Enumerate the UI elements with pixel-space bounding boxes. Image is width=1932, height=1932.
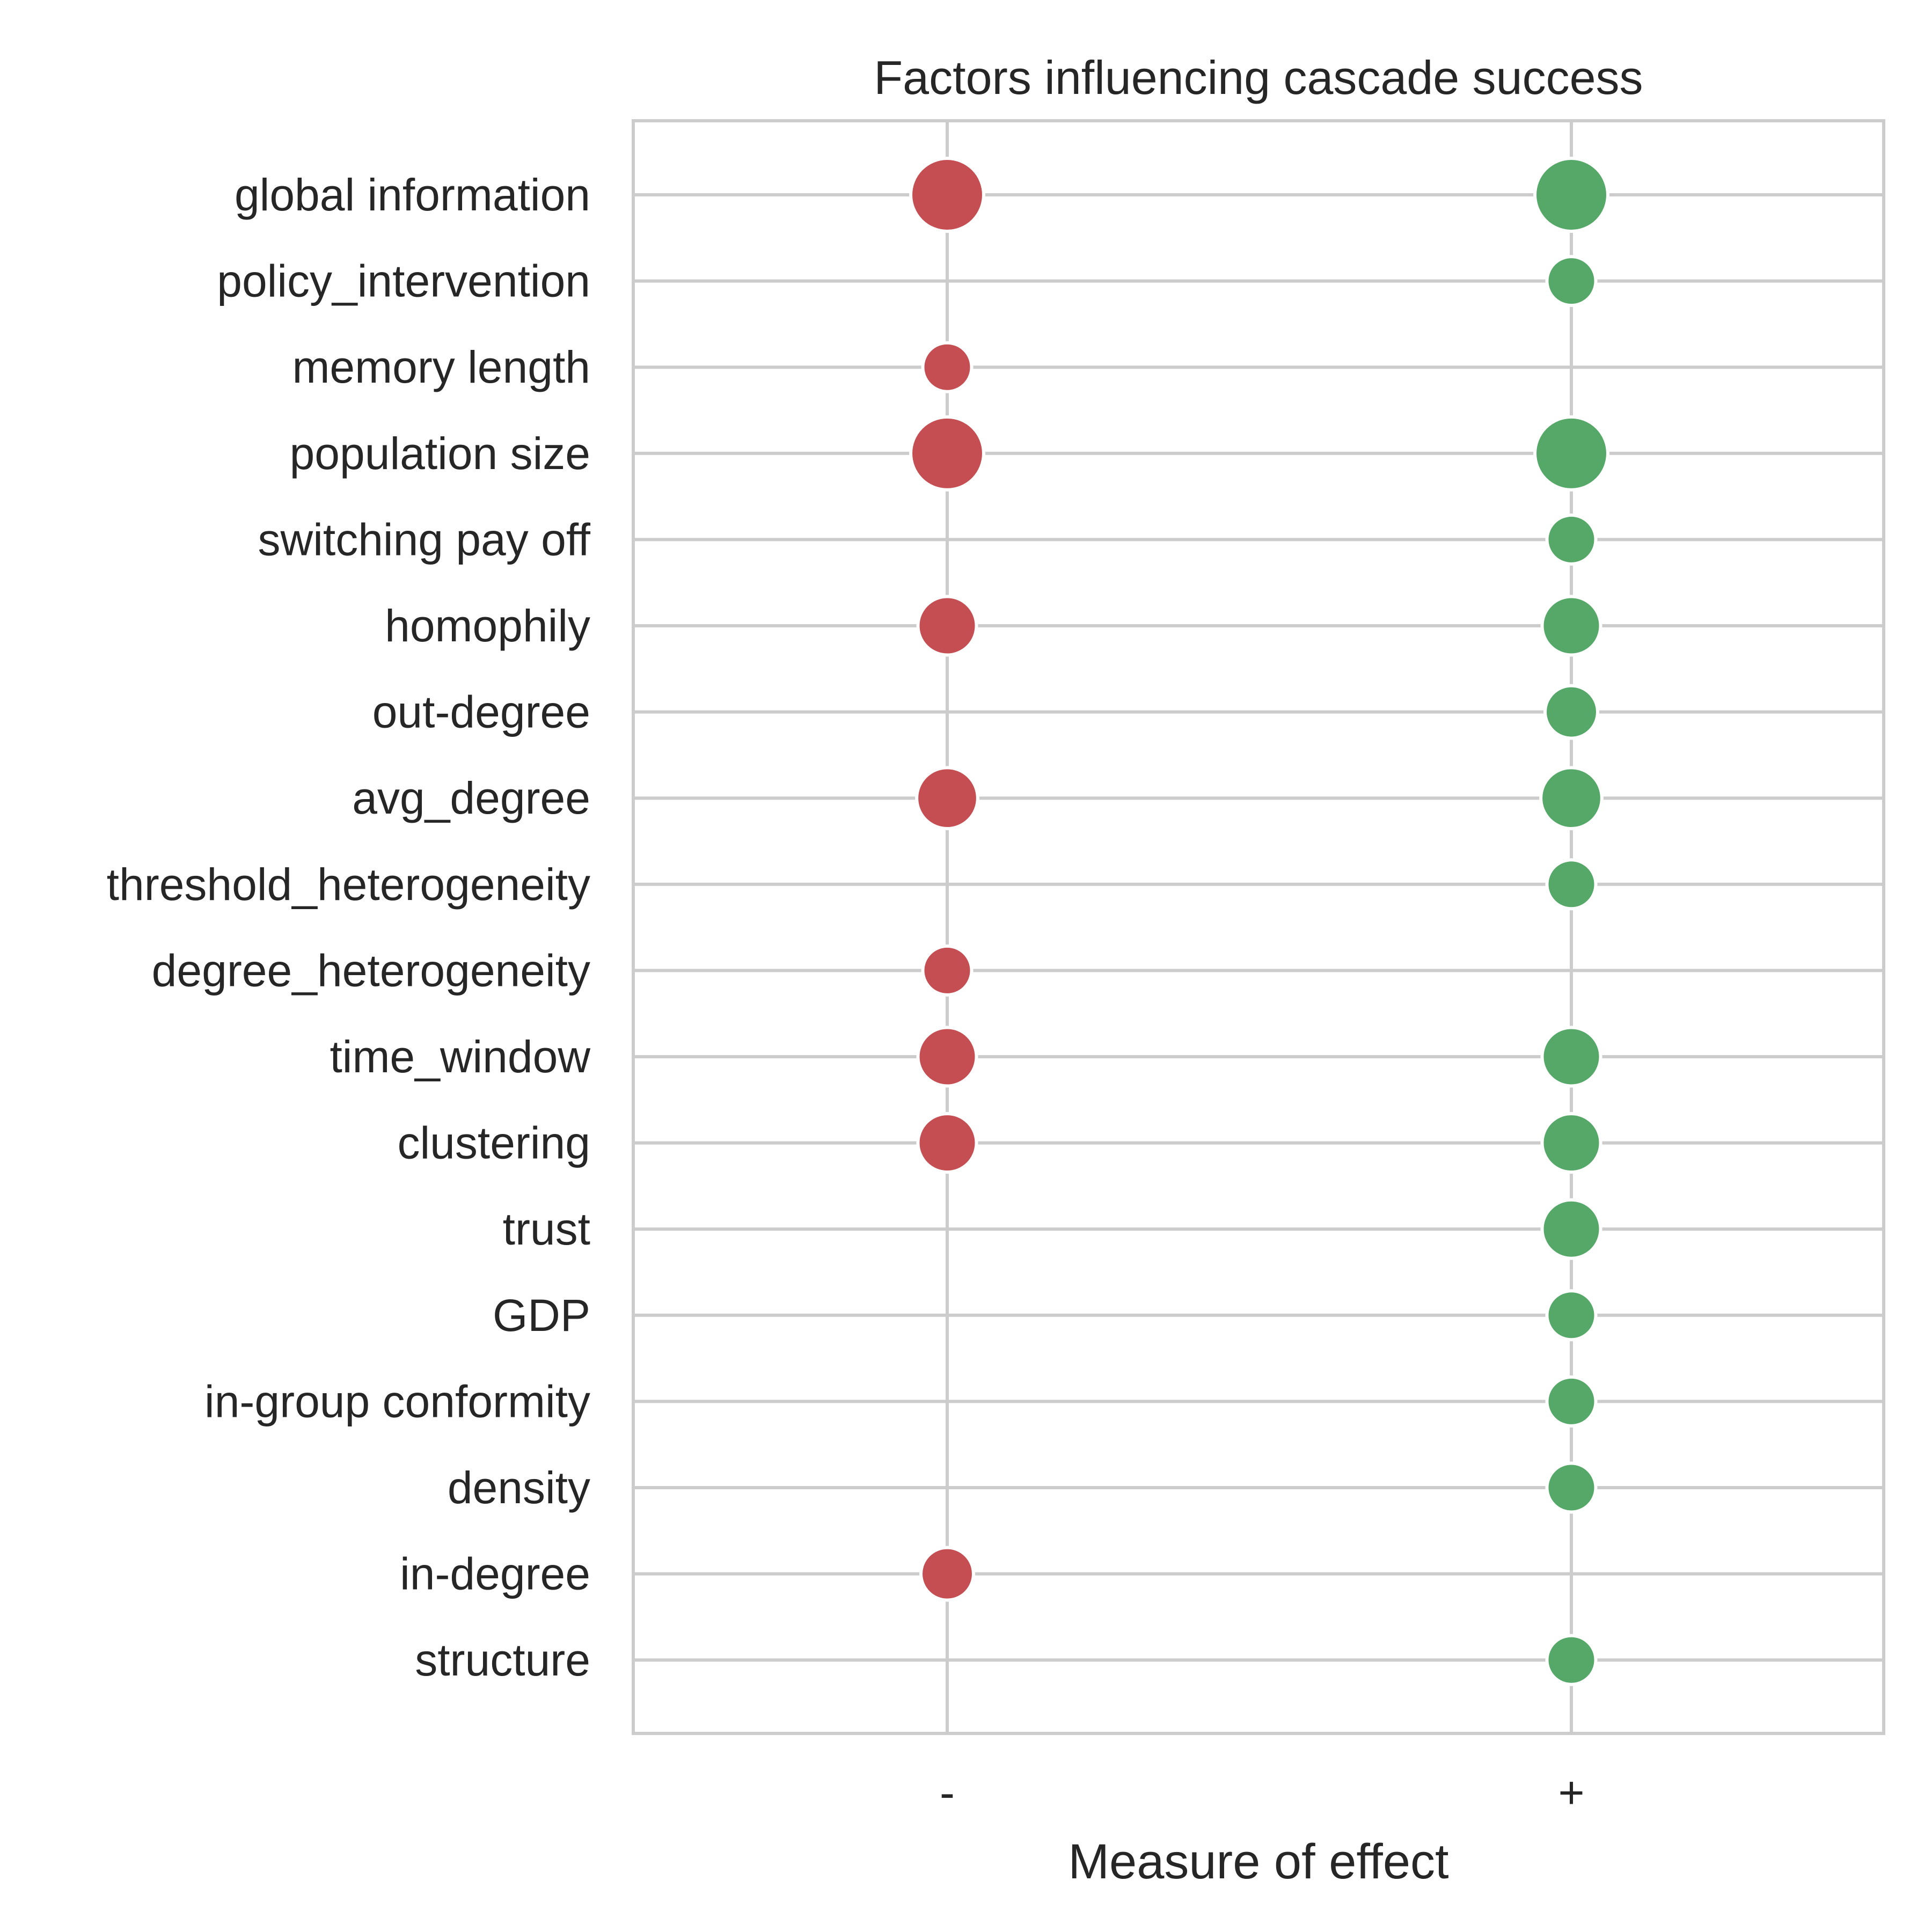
marks-layer <box>909 157 1609 1686</box>
y-tick-label: structure <box>415 1635 590 1685</box>
data-point <box>1545 1375 1598 1428</box>
data-point <box>1543 684 1599 740</box>
data-point <box>1539 766 1604 831</box>
data-point <box>1533 415 1609 492</box>
plot-frame <box>632 119 1885 1735</box>
data-point <box>1540 1026 1602 1088</box>
data-point <box>915 766 979 831</box>
y-tick-label: out-degree <box>372 687 590 737</box>
y-tick-label: policy_intervention <box>217 256 590 306</box>
y-tick-label: GDP <box>493 1290 590 1341</box>
data-point <box>1545 1634 1598 1686</box>
data-point <box>909 415 985 492</box>
x-tick-label: + <box>1558 1767 1584 1818</box>
y-tick-label: global information <box>235 170 590 220</box>
y-tick-label: in-group conformity <box>204 1376 590 1426</box>
y-tick-label: clustering <box>397 1118 590 1168</box>
data-point <box>1545 1289 1598 1342</box>
x-tick-labels: - + <box>940 1767 1585 1818</box>
y-tick-label: in-degree <box>400 1549 590 1599</box>
y-tick-label: switching pay off <box>258 514 591 565</box>
y-tick-label: density <box>448 1462 590 1513</box>
data-point <box>1540 1198 1602 1260</box>
y-tick-label: population size <box>290 428 590 479</box>
data-point <box>921 944 974 997</box>
y-tick-label: threshold_heterogeneity <box>107 859 590 910</box>
y-tick-label: trust <box>503 1204 590 1254</box>
data-point <box>919 1546 975 1602</box>
data-point <box>1533 157 1609 233</box>
data-point <box>916 1112 978 1174</box>
y-tick-label: memory length <box>292 342 590 392</box>
chart-title: Factors influencing cascade success <box>874 51 1643 104</box>
y-tick-label: degree_heterogeneity <box>152 945 590 996</box>
data-point <box>1545 255 1598 308</box>
data-point <box>916 1026 978 1088</box>
data-point <box>1545 513 1598 566</box>
data-point <box>1540 595 1602 657</box>
y-tick-label: homophily <box>385 601 590 651</box>
data-point <box>1545 1461 1598 1514</box>
data-point <box>916 595 978 657</box>
y-tick-label: time_window <box>330 1031 590 1082</box>
data-point <box>909 157 985 233</box>
data-point <box>1545 858 1598 911</box>
data-point <box>1540 1112 1602 1174</box>
x-axis-title: Measure of effect <box>1068 1834 1448 1889</box>
data-point <box>921 341 974 393</box>
y-tick-label: avg_degree <box>352 773 590 823</box>
x-tick-label: - <box>940 1767 955 1818</box>
y-tick-labels: global information policy_interventionmem… <box>107 170 591 1685</box>
